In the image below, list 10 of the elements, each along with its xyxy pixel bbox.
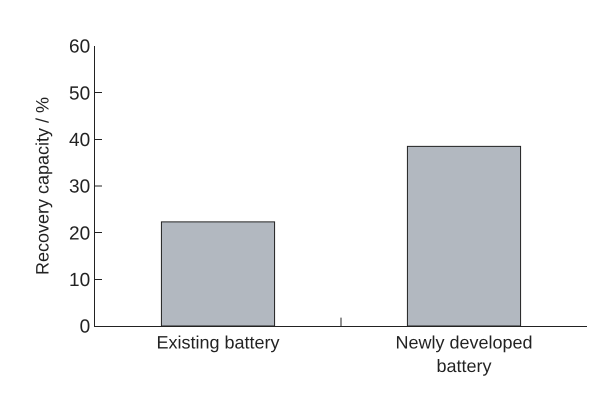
x-tick-label: Newly developed battery bbox=[395, 332, 533, 376]
y-axis-title: Recovery capacity / % bbox=[32, 96, 52, 276]
y-tick-label: 60 bbox=[69, 36, 90, 58]
y-tick-label: 30 bbox=[69, 176, 90, 198]
y-tick-label: 40 bbox=[69, 130, 90, 151]
y-tick-label: 50 bbox=[69, 83, 90, 104]
x-tick-label: Existing battery bbox=[156, 332, 280, 353]
y-tick-label: 10 bbox=[69, 270, 90, 291]
y-tick-label: 20 bbox=[69, 223, 90, 244]
y-tick-label: 0 bbox=[80, 316, 90, 338]
